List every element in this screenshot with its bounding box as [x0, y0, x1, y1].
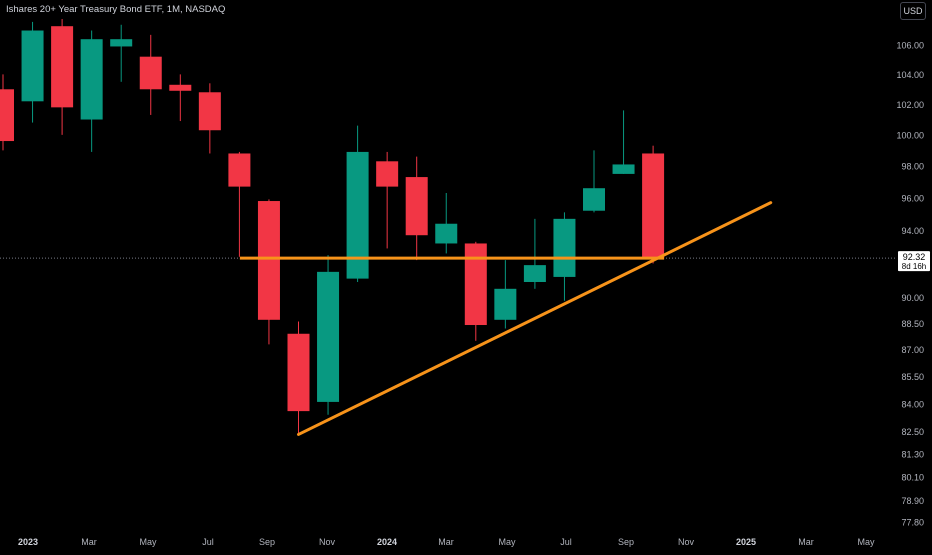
candle-body[interactable] [110, 39, 133, 47]
candle-body[interactable] [21, 30, 44, 102]
y-axis-tick-label: 106.00 [896, 41, 924, 51]
y-axis-tick-label: 78.90 [901, 496, 924, 506]
y-axis-tick-label: 94.00 [901, 226, 924, 236]
x-axis-tick-label: 2024 [377, 537, 397, 547]
candle-body[interactable] [0, 89, 14, 142]
x-axis-tick-label: Mar [438, 537, 454, 547]
y-axis-tick-label: 88.50 [901, 319, 924, 329]
y-axis-tick-label: 90.00 [901, 293, 924, 303]
candle-body[interactable] [257, 201, 280, 320]
x-axis-tick-label: Sep [618, 537, 634, 547]
x-axis-tick-label: Mar [798, 537, 814, 547]
candle-body[interactable] [612, 164, 635, 174]
candle-body[interactable] [583, 188, 605, 211]
y-axis-tick-label: 82.50 [901, 427, 924, 437]
y-axis-tick-label: 102.00 [896, 100, 924, 110]
x-axis-tick-label: 2023 [18, 537, 38, 547]
candle-body[interactable] [523, 265, 546, 283]
candle-body[interactable] [228, 153, 251, 187]
y-axis-tick-label: 80.10 [901, 473, 924, 483]
candle-body[interactable] [346, 151, 369, 279]
candle-body[interactable] [287, 333, 310, 412]
x-axis-tick-label: May [498, 537, 516, 547]
current-price-label [898, 251, 930, 272]
candle-body[interactable] [435, 223, 458, 244]
symbol-title: Ishares 20+ Year Treasury Bond ETF, 1M, … [6, 4, 226, 15]
candle-body[interactable] [317, 271, 340, 402]
x-axis-tick-label: Jul [560, 537, 572, 547]
price-countdown: 8d 16h [902, 262, 926, 271]
x-axis-tick-label: Mar [81, 537, 97, 547]
y-axis-tick-label: 98.00 [901, 162, 924, 172]
x-axis-tick-label: Nov [678, 537, 695, 547]
currency-button[interactable]: USD [900, 2, 926, 20]
y-axis-tick-label: 104.00 [896, 70, 924, 80]
y-axis-tick-label: 84.00 [901, 399, 924, 409]
candle-body[interactable] [376, 161, 399, 187]
candle-body[interactable] [169, 84, 192, 91]
candle-body[interactable] [139, 56, 162, 90]
candle-body[interactable] [642, 153, 665, 259]
y-axis-tick-label: 87.00 [901, 345, 924, 355]
candle-body[interactable] [198, 92, 221, 131]
x-axis-tick-label: Nov [319, 537, 336, 547]
x-axis-tick-label: 2025 [736, 537, 756, 547]
x-axis-tick-label: May [857, 537, 875, 547]
candle-body[interactable] [464, 243, 487, 326]
x-axis-tick-label: May [139, 537, 157, 547]
candle-body[interactable] [405, 177, 428, 236]
x-axis-tick-label: Jul [202, 537, 214, 547]
candle-body[interactable] [494, 288, 517, 320]
candle-body[interactable] [80, 39, 103, 120]
current-price-value: 92.32 [903, 252, 926, 262]
y-axis-tick-label: 100.00 [896, 130, 924, 140]
y-axis-tick-label: 81.30 [901, 450, 924, 460]
x-axis-tick-label: Sep [259, 537, 275, 547]
candle-body[interactable] [51, 26, 74, 108]
y-axis-tick-label: 96.00 [901, 193, 924, 203]
y-axis-tick-label: 85.50 [901, 372, 924, 382]
ascending-trendline[interactable] [297, 201, 773, 436]
candle-body[interactable] [553, 218, 576, 277]
y-axis-tick-label: 77.80 [901, 518, 924, 528]
